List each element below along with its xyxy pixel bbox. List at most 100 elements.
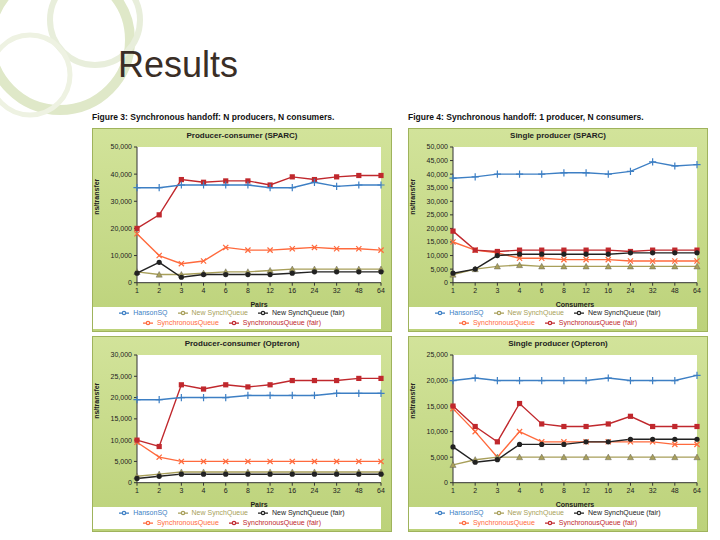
- svg-text:64: 64: [693, 487, 701, 494]
- svg-text:35,000: 35,000: [427, 184, 449, 191]
- svg-text:6: 6: [540, 287, 544, 294]
- html-text:HansonSQ: HansonSQ: [449, 308, 484, 316]
- svg-text:16: 16: [604, 287, 612, 294]
- svg-text:4: 4: [202, 487, 206, 494]
- svg-text:16: 16: [604, 487, 612, 494]
- html-text:Figure 3: Synchronous handoff:: Figure 3: Synchronous handoff: N produce…: [92, 112, 335, 122]
- svg-text:12: 12: [266, 287, 274, 294]
- svg-text:10,000: 10,000: [111, 437, 133, 444]
- svg-text:5,000: 5,000: [114, 458, 132, 465]
- svg-text:6: 6: [540, 487, 544, 494]
- svg-text:2: 2: [157, 287, 161, 294]
- svg-text:24: 24: [311, 487, 319, 494]
- html-text:New SynchQueue: New SynchQueue: [191, 308, 248, 316]
- svg-text:30,000: 30,000: [111, 198, 133, 205]
- svg-text:32: 32: [649, 487, 657, 494]
- svg-text:2: 2: [473, 487, 477, 494]
- svg-text:20,000: 20,000: [427, 225, 449, 232]
- svg-text:32: 32: [333, 487, 341, 494]
- svg-text:45,000: 45,000: [427, 157, 449, 164]
- html-text:Single producer (Opteron): Single producer (Opteron): [508, 339, 608, 348]
- svg-text:24: 24: [627, 487, 635, 494]
- svg-text:0: 0: [444, 479, 448, 486]
- html-text:Figure 4: Synchronous handoff:: Figure 4: Synchronous handoff: 1 produce…: [408, 112, 644, 122]
- svg-text:ns/transfer: ns/transfer: [93, 178, 100, 214]
- svg-text:3: 3: [179, 287, 183, 294]
- svg-text:Pairs: Pairs: [250, 301, 267, 308]
- svg-text:10,000: 10,000: [427, 252, 449, 259]
- svg-text:12: 12: [582, 487, 590, 494]
- svg-text:4: 4: [202, 287, 206, 294]
- svg-text:2: 2: [473, 287, 477, 294]
- svg-text:40,000: 40,000: [427, 171, 449, 178]
- svg-text:ns/transfer: ns/transfer: [93, 382, 100, 418]
- svg-text:40,000: 40,000: [111, 171, 133, 178]
- svg-text:8: 8: [246, 487, 250, 494]
- svg-text:3: 3: [179, 487, 183, 494]
- html-text:Producer-consumer (SPARC): Producer-consumer (SPARC): [186, 131, 298, 140]
- svg-text:1: 1: [135, 287, 139, 294]
- html-text:SynchronousQueue (fair): SynchronousQueue (fair): [242, 318, 321, 326]
- svg-text:24: 24: [627, 287, 635, 294]
- svg-text:4: 4: [518, 287, 522, 294]
- svg-text:25,000: 25,000: [427, 211, 449, 218]
- svg-text:64: 64: [693, 287, 701, 294]
- svg-text:Pairs: Pairs: [250, 501, 267, 508]
- html-text:New SynchQueue (fair): New SynchQueue (fair): [272, 308, 345, 316]
- svg-text:50,000: 50,000: [111, 143, 133, 150]
- svg-text:3: 3: [495, 487, 499, 494]
- svg-text:Consumers: Consumers: [556, 301, 595, 308]
- svg-text:16: 16: [288, 487, 296, 494]
- svg-text:15,000: 15,000: [111, 415, 133, 422]
- svg-text:ns/transfer: ns/transfer: [409, 178, 416, 214]
- svg-text:64: 64: [377, 287, 385, 294]
- svg-text:48: 48: [671, 287, 679, 294]
- svg-text:8: 8: [562, 287, 566, 294]
- svg-text:8: 8: [562, 487, 566, 494]
- html-text:HansonSQ: HansonSQ: [133, 308, 168, 316]
- svg-text:32: 32: [649, 287, 657, 294]
- svg-text:5,000: 5,000: [430, 454, 448, 461]
- svg-text:0: 0: [128, 279, 132, 286]
- svg-text:15,000: 15,000: [427, 403, 449, 410]
- svg-text:50,000: 50,000: [427, 143, 449, 150]
- svg-text:20,000: 20,000: [427, 377, 449, 384]
- svg-text:30,000: 30,000: [427, 198, 449, 205]
- svg-text:0: 0: [444, 279, 448, 286]
- svg-text:6: 6: [224, 487, 228, 494]
- svg-text:20,000: 20,000: [111, 394, 133, 401]
- html-text:Single producer (SPARC): Single producer (SPARC): [510, 131, 606, 140]
- html-text:Producer-consumer (Opteron): Producer-consumer (Opteron): [184, 339, 300, 348]
- svg-text:48: 48: [671, 487, 679, 494]
- svg-text:ns/transfer: ns/transfer: [409, 382, 416, 418]
- svg-text:1: 1: [135, 487, 139, 494]
- svg-text:24: 24: [311, 287, 319, 294]
- svg-text:0: 0: [128, 479, 132, 486]
- svg-text:Consumers: Consumers: [556, 501, 595, 508]
- svg-text:12: 12: [582, 287, 590, 294]
- svg-text:3: 3: [495, 287, 499, 294]
- svg-text:64: 64: [377, 487, 385, 494]
- svg-text:20,000: 20,000: [111, 225, 133, 232]
- svg-text:48: 48: [355, 287, 363, 294]
- svg-text:10,000: 10,000: [111, 252, 133, 259]
- html-text:SynchronousQueue: SynchronousQueue: [156, 318, 219, 326]
- svg-text:4: 4: [518, 487, 522, 494]
- svg-text:25,000: 25,000: [111, 373, 133, 380]
- svg-text:1: 1: [451, 487, 455, 494]
- html-text:New SynchQueue: New SynchQueue: [507, 308, 564, 316]
- svg-text:1: 1: [451, 287, 455, 294]
- svg-text:10,000: 10,000: [427, 428, 449, 435]
- svg-text:30,000: 30,000: [111, 351, 133, 358]
- svg-text:25,000: 25,000: [427, 351, 449, 358]
- html-text:Results: Results: [118, 44, 238, 85]
- svg-text:48: 48: [355, 487, 363, 494]
- svg-text:16: 16: [288, 287, 296, 294]
- svg-text:6: 6: [224, 287, 228, 294]
- svg-text:8: 8: [246, 287, 250, 294]
- svg-text:5,000: 5,000: [430, 266, 448, 273]
- svg-text:2: 2: [157, 487, 161, 494]
- svg-text:12: 12: [266, 487, 274, 494]
- svg-text:15,000: 15,000: [427, 238, 449, 245]
- svg-text:32: 32: [333, 287, 341, 294]
